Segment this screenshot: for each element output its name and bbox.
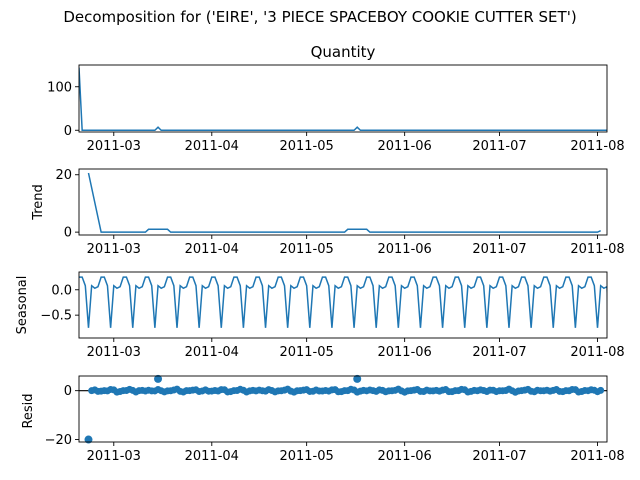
trend-frame bbox=[78, 168, 608, 236]
trend-x-tick-label: 2011-08 bbox=[570, 242, 624, 257]
resid-x-tick-label: 2011-03 bbox=[87, 449, 141, 464]
trend-x-tick-label: 2011-03 bbox=[87, 242, 141, 257]
resid-point bbox=[154, 374, 163, 383]
resid-point bbox=[353, 374, 362, 383]
trend-x-tick-label: 2011-05 bbox=[279, 242, 333, 257]
trend-y-tick-label: 0 bbox=[64, 226, 72, 241]
seasonal-x-tick-label: 2011-03 bbox=[87, 345, 141, 360]
seasonal-x-tick-label: 2011-08 bbox=[570, 345, 624, 360]
seasonal-y-tick-label: 0.0 bbox=[51, 283, 72, 298]
resid-x-tick-label: 2011-04 bbox=[185, 449, 239, 464]
quantity-y-tick-label: 100 bbox=[47, 80, 72, 95]
resid-x-tick-label: 2011-05 bbox=[279, 449, 333, 464]
resid-x-tick-label: 2011-06 bbox=[377, 449, 431, 464]
quantity-y-tick-label: 0 bbox=[64, 124, 72, 139]
quantity-x-tick-label: 2011-08 bbox=[570, 139, 624, 154]
quantity-frame bbox=[78, 64, 608, 133]
seasonal-x-tick-label: 2011-06 bbox=[377, 345, 431, 360]
trend-panel: 0 20 2011-03 2011-04 2011-05 2011-06 2011-07 20… bbox=[55, 168, 624, 257]
quantity-x-tick-label: 2011-07 bbox=[472, 139, 526, 154]
seasonal-x-tick-label: 2011-07 bbox=[472, 345, 526, 360]
seasonal-x-tick-label: 2011-04 bbox=[185, 345, 239, 360]
seasonal-series-line bbox=[79, 276, 607, 328]
quantity-series-line bbox=[79, 67, 607, 132]
trend-x-tick-label: 2011-07 bbox=[472, 242, 526, 257]
resid-frame bbox=[78, 375, 608, 443]
seasonal-axis-label: Seasonal bbox=[15, 276, 30, 335]
resid-axis-label: Resid bbox=[21, 393, 36, 428]
quantity-panel: 0 100 2011-03 2011-04 2011-05 2011-06 2011-07 2… bbox=[47, 64, 625, 154]
seasonal-y-tick-label: −0.5 bbox=[40, 309, 72, 324]
resid-x-tick-label: 2011-08 bbox=[570, 449, 624, 464]
resid-y-tick-label: 0 bbox=[64, 384, 72, 399]
trend-x-tick-label: 2011-04 bbox=[185, 242, 239, 257]
quantity-x-tick-label: 2011-04 bbox=[185, 139, 239, 154]
trend-x-tick-label: 2011-06 bbox=[377, 242, 431, 257]
resid-y-tick-label: −20 bbox=[45, 433, 72, 448]
seasonal-frame bbox=[78, 271, 608, 339]
trend-y-tick-label: 20 bbox=[55, 168, 72, 183]
resid-point bbox=[597, 386, 605, 394]
seasonal-x-tick-label: 2011-05 bbox=[279, 345, 333, 360]
quantity-x-tick-label: 2011-03 bbox=[87, 139, 141, 154]
seasonal-panel: 0.0 −0.5 2011-03 2011-04 2011-05 2011-06 2011-… bbox=[40, 271, 625, 360]
figure-suptitle: Decomposition for ('EIRE', '3 PIECE SPAC… bbox=[63, 8, 576, 26]
quantity-x-tick-label: 2011-05 bbox=[279, 139, 333, 154]
quantity-x-tick-label: 2011-06 bbox=[377, 139, 431, 154]
trend-series-line bbox=[87, 172, 601, 233]
quantity-panel-title: Quantity bbox=[311, 43, 376, 61]
resid-panel: 0 −20 2011-03 2011-04 2011-05 2011-06 2011-07 2… bbox=[45, 374, 625, 464]
resid-x-tick-label: 2011-07 bbox=[472, 449, 526, 464]
trend-axis-label: Trend bbox=[31, 184, 46, 221]
